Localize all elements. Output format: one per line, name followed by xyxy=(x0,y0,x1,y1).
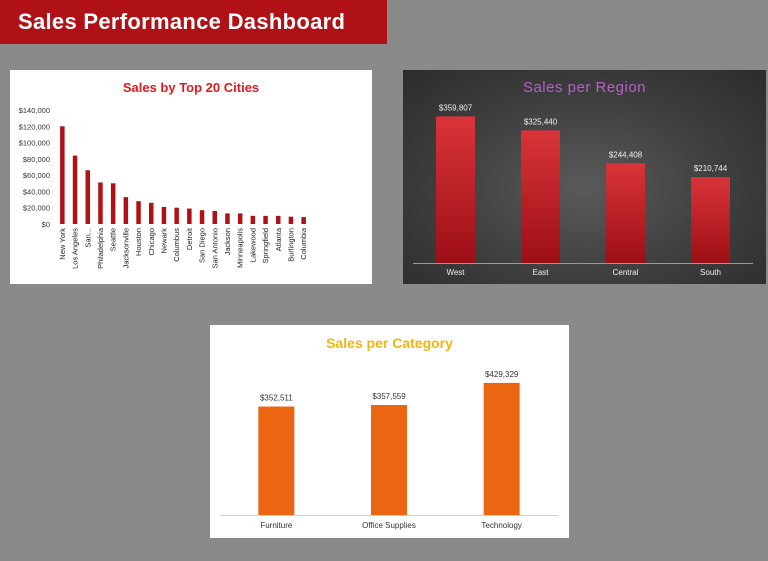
x-tick-label: Office Supplies xyxy=(362,521,416,530)
x-tick-label: San Antonio xyxy=(210,228,219,268)
region-chart-title: Sales per Region xyxy=(522,79,647,96)
bar-san xyxy=(85,170,90,224)
x-tick-label: Springfield xyxy=(261,228,270,263)
x-tick-label: Jacksonville xyxy=(121,228,130,268)
y-tick-label: $140,000 xyxy=(19,106,50,115)
x-tick-label: Burlington xyxy=(286,228,295,262)
bar-office-supplies xyxy=(371,404,407,515)
y-tick-label: $20,000 xyxy=(23,204,50,213)
city-chart-title: Sales by Top 20 Cities xyxy=(122,80,260,95)
bar-jacksonville xyxy=(123,197,129,224)
x-tick-label: Los Angeles xyxy=(71,228,80,269)
x-tick-label: Lakewood xyxy=(248,228,257,262)
x-tick-label: Furniture xyxy=(260,521,293,530)
bar-furniture xyxy=(258,406,295,515)
city-sales-chart: $0 $20,000 $40,000 $60,000 $80,000 $100,000 $1… xyxy=(19,106,308,269)
bar-seattle xyxy=(110,183,116,224)
bar-central xyxy=(606,163,645,263)
bar-detroit xyxy=(187,208,192,224)
data-label: $429,329 xyxy=(485,370,519,379)
bar-houston xyxy=(136,201,141,224)
bar-springfield xyxy=(263,215,268,224)
x-tick-label: Jackson xyxy=(223,228,232,256)
bar-west xyxy=(436,116,475,263)
y-tick-label: $80,000 xyxy=(23,155,50,164)
data-label: $359,807 xyxy=(439,103,473,112)
x-tick-label: Chicago xyxy=(147,228,156,256)
x-tick-label: San... xyxy=(83,228,92,248)
x-tick-label: Columbus xyxy=(172,228,181,262)
data-label: $325,440 xyxy=(524,117,558,126)
bar-san-antonio xyxy=(212,210,217,224)
x-tick-label: Atlanta xyxy=(274,227,283,251)
x-tick-label: Newark xyxy=(159,228,168,254)
x-tick-label: East xyxy=(532,268,549,277)
category-chart-title: Sales per Category xyxy=(326,335,453,351)
category-sales-chart-panel: $352,511 Furniture $357,559 Office Supplies… xyxy=(210,325,569,538)
y-tick-label: $0 xyxy=(42,220,50,229)
bar-columbus xyxy=(174,207,179,224)
x-tick-label: Central xyxy=(613,268,639,277)
bar-los-angeles xyxy=(72,155,78,224)
bar-atlanta xyxy=(276,215,281,224)
x-tick-label: New York xyxy=(58,228,67,260)
x-tick-label: Seattle xyxy=(109,228,118,251)
bar-south xyxy=(691,177,730,263)
region-sales-chart: $359,807 West $325,440 East $244,408 Central $… xyxy=(413,103,753,277)
bar-lakewood xyxy=(250,215,256,224)
dashboard-title: Sales Performance Dashboard xyxy=(0,0,387,44)
y-tick-label: $120,000 xyxy=(19,122,50,131)
data-label: $352,511 xyxy=(260,394,293,403)
x-tick-label: Philadelphia xyxy=(96,227,105,269)
bar-chicago xyxy=(149,202,154,224)
y-tick-label: $60,000 xyxy=(23,171,50,180)
y-tick-label: $40,000 xyxy=(23,187,50,196)
x-tick-label: West xyxy=(446,268,465,277)
bar-minneapolis xyxy=(237,213,243,224)
city-sales-chart-panel: $0 $20,000 $40,000 $60,000 $80,000 $100,000 $1… xyxy=(10,70,372,284)
bar-columbia xyxy=(301,217,306,224)
bar-san-diego xyxy=(199,210,205,224)
x-tick-label: Minneapolis xyxy=(236,228,245,268)
x-tick-label: Detroit xyxy=(185,227,194,250)
x-tick-label: Houston xyxy=(134,228,143,256)
data-label: $244,408 xyxy=(609,150,643,159)
bar-technology xyxy=(483,382,520,515)
x-tick-label: Technology xyxy=(481,521,521,530)
x-tick-label: San Diego xyxy=(198,228,207,263)
bar-east xyxy=(521,130,560,263)
bar-new-york xyxy=(60,126,65,224)
category-sales-chart: $352,511 Furniture $357,559 Office Supplies… xyxy=(220,370,558,530)
y-tick-label: $100,000 xyxy=(19,139,50,148)
bar-jackson xyxy=(225,213,230,224)
x-tick-label: Columbia xyxy=(299,227,308,260)
data-label: $210,744 xyxy=(694,164,728,173)
bar-burlington xyxy=(288,216,294,224)
x-tick-label: South xyxy=(700,268,721,277)
bar-philadelphia xyxy=(98,182,103,224)
bar-newark xyxy=(161,206,167,224)
region-sales-chart-panel: $359,807 West $325,440 East $244,408 Central $… xyxy=(403,70,766,284)
data-label: $357,559 xyxy=(372,392,406,401)
